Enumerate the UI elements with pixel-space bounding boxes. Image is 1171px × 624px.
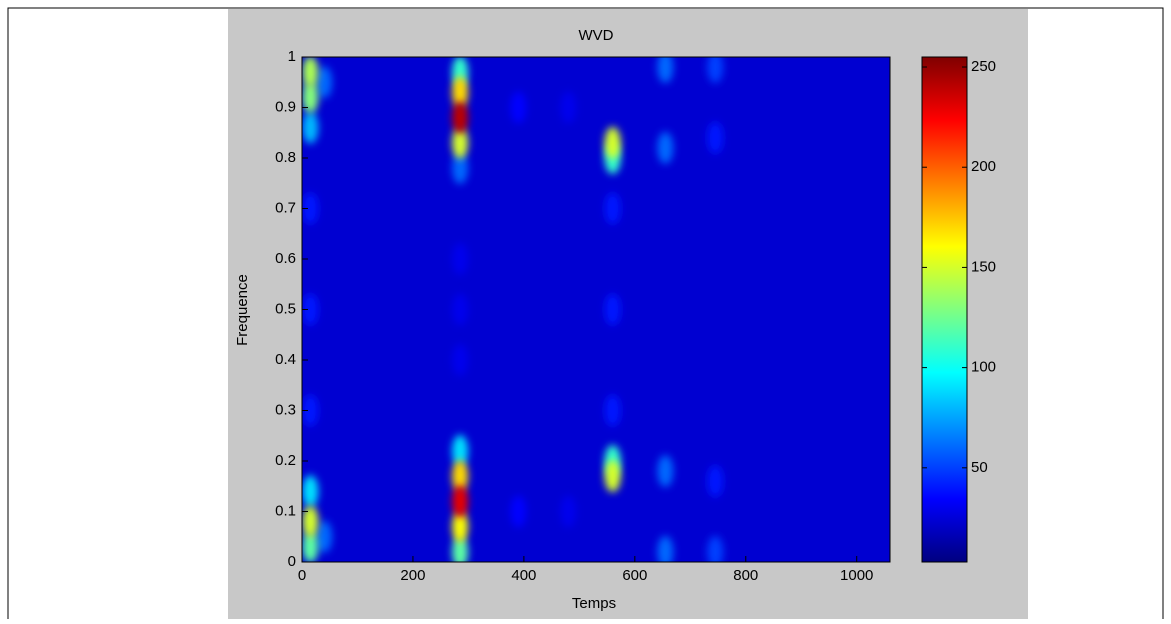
y-tick-label: 0.3: [275, 401, 296, 418]
y-tick-label: 0.8: [275, 149, 296, 166]
y-tick-label: 0.6: [275, 250, 296, 267]
heat-spot: [657, 455, 674, 488]
heat-spot: [657, 131, 674, 164]
colorbar-tick-label: 150: [971, 258, 996, 275]
heat-spot: [452, 485, 469, 518]
colorbar-tick-label: 200: [971, 158, 996, 175]
heat-spot: [707, 465, 724, 498]
heat-spot: [302, 111, 319, 144]
heat-spot: [560, 495, 577, 528]
x-tick-label: 0: [298, 567, 306, 584]
x-tick-label: 800: [733, 567, 758, 584]
heat-spot: [302, 394, 319, 427]
heat-spot: [657, 535, 674, 562]
heat-spot: [452, 344, 469, 376]
heat-spot: [452, 460, 469, 493]
y-tick-label: 0.7: [275, 199, 296, 216]
y-tick-label: 0.2: [275, 452, 296, 469]
heat-spot: [316, 66, 333, 99]
heat-spot: [452, 293, 469, 326]
y-tick-label: 0: [288, 553, 296, 570]
y-tick-label: 0.1: [275, 502, 296, 519]
heat-spot: [316, 520, 333, 553]
heat-spot: [452, 76, 469, 109]
x-axis-label: Temps: [572, 595, 616, 612]
x-tick-label: 200: [400, 567, 425, 584]
x-tick-label: 1000: [840, 567, 873, 584]
heat-spot: [510, 91, 527, 124]
heat-spot: [604, 293, 621, 326]
heat-spot: [452, 101, 469, 134]
heat-spot: [560, 91, 577, 124]
heat-spot: [452, 126, 469, 159]
heat-spot: [452, 434, 469, 467]
heat-spot: [707, 57, 724, 84]
heat-spot: [302, 57, 319, 89]
heat-spot: [657, 57, 674, 84]
y-axis-label: Frequence: [234, 274, 251, 346]
heat-spot: [510, 495, 527, 528]
plot-area: [302, 57, 890, 562]
heat-spot: [452, 535, 469, 562]
x-tick-label: 400: [511, 567, 536, 584]
colorbar-tick-label: 100: [971, 359, 996, 376]
heat-spot: [604, 394, 621, 427]
heat-spot: [302, 505, 319, 538]
y-tick-label: 0.9: [275, 98, 296, 115]
heat-spot: [302, 530, 319, 562]
frame: [7, 7, 1164, 619]
heat-spot: [604, 192, 621, 225]
heat-spot: [302, 192, 319, 225]
heatmap-background: [302, 57, 890, 562]
heat-spot: [707, 121, 724, 154]
heat-spot: [452, 152, 469, 185]
colorbar-tick-label: 250: [971, 58, 996, 75]
heat-spot: [452, 243, 469, 275]
colorbar: [921, 56, 968, 563]
y-tick-label: 0.4: [275, 351, 296, 368]
y-tick-label: 1: [288, 48, 296, 65]
heat-spot: [302, 475, 319, 508]
heat-spot: [302, 81, 319, 114]
heat-spot: [452, 510, 469, 543]
heat-spot: [302, 293, 319, 326]
heat-spot: [604, 460, 621, 493]
colorbar-tick-label: 50: [971, 459, 988, 476]
x-tick-label: 600: [622, 567, 647, 584]
y-tick-label: 0.5: [275, 300, 296, 317]
heat-spot: [707, 535, 724, 562]
chart-title: WVD: [579, 27, 614, 44]
heat-spot: [604, 126, 621, 159]
